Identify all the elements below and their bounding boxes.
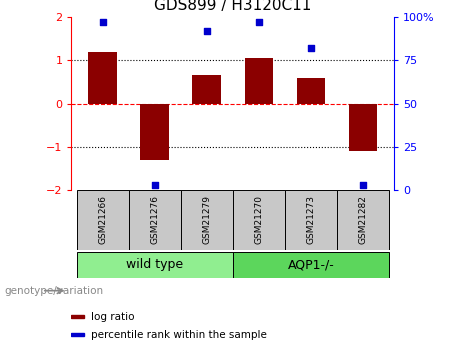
- Text: GSM21279: GSM21279: [202, 195, 211, 245]
- Point: [307, 46, 314, 51]
- Text: GSM21276: GSM21276: [150, 195, 159, 245]
- Bar: [233, 252, 389, 278]
- Bar: [285, 190, 337, 250]
- Bar: [141, 104, 169, 159]
- Bar: [77, 252, 233, 278]
- Bar: [244, 58, 273, 104]
- Bar: [89, 52, 117, 104]
- Bar: [337, 190, 389, 250]
- Text: GSM21266: GSM21266: [98, 195, 107, 245]
- Bar: [181, 190, 233, 250]
- Bar: [193, 76, 221, 104]
- Text: percentile rank within the sample: percentile rank within the sample: [91, 330, 267, 339]
- Point: [203, 28, 211, 34]
- Bar: [71, 333, 84, 336]
- Point: [151, 182, 159, 187]
- Text: GSM21273: GSM21273: [307, 195, 315, 245]
- Text: GSM21282: GSM21282: [358, 196, 367, 244]
- Text: log ratio: log ratio: [91, 312, 134, 322]
- Text: wild type: wild type: [126, 258, 183, 271]
- Bar: [71, 315, 84, 318]
- Point: [255, 20, 262, 25]
- Text: GSM21270: GSM21270: [254, 195, 263, 245]
- Point: [99, 20, 106, 25]
- Bar: [77, 190, 129, 250]
- Bar: [349, 104, 377, 151]
- Text: genotype/variation: genotype/variation: [4, 286, 103, 296]
- Bar: [296, 78, 325, 104]
- Text: AQP1-/-: AQP1-/-: [288, 258, 334, 271]
- Title: GDS899 / H3120C11: GDS899 / H3120C11: [154, 0, 312, 13]
- Point: [359, 182, 366, 187]
- Bar: [129, 190, 181, 250]
- Bar: [233, 190, 285, 250]
